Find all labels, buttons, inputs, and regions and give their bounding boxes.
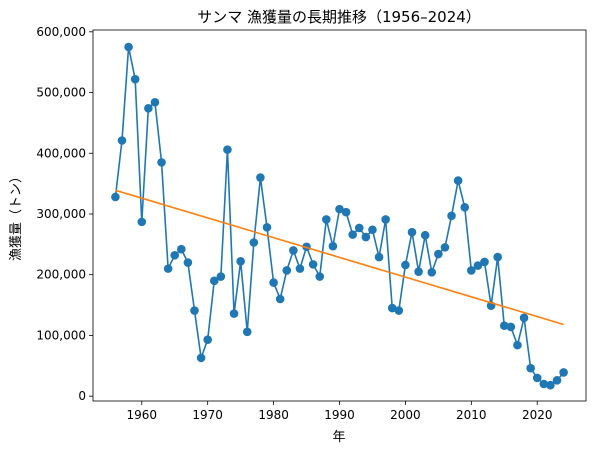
data-point [447, 211, 456, 221]
data-point [236, 257, 245, 266]
data-point [282, 266, 292, 275]
data-point [170, 250, 180, 260]
data-point [124, 42, 133, 52]
data-point [190, 306, 199, 315]
x-tick-label: 1990 [324, 408, 355, 422]
data-point [368, 225, 377, 235]
data-point [559, 368, 568, 377]
chart-title: サンマ 漁獲量の長期推移（1956–2024） [197, 8, 481, 26]
data-point [111, 192, 120, 202]
data-point [335, 204, 344, 214]
x-tick-label: 1960 [126, 408, 157, 422]
data-point [539, 379, 549, 389]
data-point [427, 267, 437, 277]
x-tick-label: 1970 [192, 408, 223, 422]
data-point [374, 252, 384, 262]
trend-line [115, 189, 564, 326]
data-point [480, 257, 489, 267]
data-point [473, 261, 483, 270]
data-point [434, 249, 443, 259]
data-point [117, 136, 127, 145]
data-point [322, 215, 331, 224]
y-tick-label: 100,000 [36, 328, 86, 342]
data-point [381, 215, 390, 224]
data-point [354, 223, 364, 233]
data-point [467, 266, 476, 275]
data-point [203, 335, 212, 344]
data-point [144, 104, 153, 113]
y-tick-label: 500,000 [36, 86, 86, 100]
data-point [348, 230, 357, 239]
x-tick-label: 2020 [522, 408, 553, 422]
data-point [453, 176, 463, 185]
data-point [157, 158, 166, 167]
data-point [130, 74, 140, 84]
data-point [163, 264, 173, 273]
data-point [546, 380, 555, 390]
y-tick-label: 200,000 [36, 268, 86, 282]
data-point [493, 252, 502, 262]
data-point [394, 306, 404, 315]
data-point [216, 272, 226, 281]
data-point [308, 260, 318, 269]
x-tick-label: 2000 [390, 408, 421, 422]
data-point [289, 246, 298, 255]
data-point [256, 173, 265, 182]
data-point [275, 294, 285, 304]
data-point [223, 145, 232, 154]
data-point [242, 327, 252, 337]
y-axis: 0 100,000 200,000 300,000 400,000 500,000 600,… [36, 25, 93, 403]
data-point [249, 238, 259, 247]
x-axis-label: 年 [332, 430, 345, 445]
y-tick-label: 300,000 [36, 207, 86, 221]
y-tick-label: 600,000 [36, 25, 86, 39]
data-point [513, 340, 522, 350]
data-point [183, 258, 193, 267]
x-tick-label: 1980 [258, 408, 289, 422]
data-point [499, 321, 509, 331]
data-point [532, 373, 542, 383]
y-tick-label: 0 [78, 389, 86, 403]
data-point [414, 267, 423, 276]
data-point [420, 230, 430, 240]
series-layer [111, 42, 568, 390]
data-point [506, 322, 516, 332]
data-point [196, 353, 206, 363]
data-point [137, 217, 147, 227]
data-point [401, 260, 410, 270]
data-point [526, 363, 535, 373]
data-point [229, 309, 239, 318]
data-point [519, 313, 529, 323]
x-axis: 1960 1970 1980 1990 2000 2010 2020 [126, 401, 553, 422]
data-point [295, 264, 305, 273]
data-point [269, 278, 278, 287]
y-tick-label: 400,000 [36, 146, 86, 160]
data-point [315, 272, 325, 281]
x-tick-label: 2010 [456, 408, 487, 422]
data-point [460, 203, 470, 212]
data-point [387, 303, 397, 313]
data-point [262, 223, 272, 232]
data-point [552, 376, 562, 385]
y-axis-label: 漁獲量（トン） [9, 170, 24, 261]
data-point [209, 276, 219, 286]
data-point [407, 227, 417, 237]
data-point [328, 241, 338, 251]
data-point [341, 207, 351, 217]
data-point [177, 244, 186, 254]
data-point [150, 97, 160, 107]
data-point [440, 243, 450, 252]
data-point [361, 232, 371, 242]
